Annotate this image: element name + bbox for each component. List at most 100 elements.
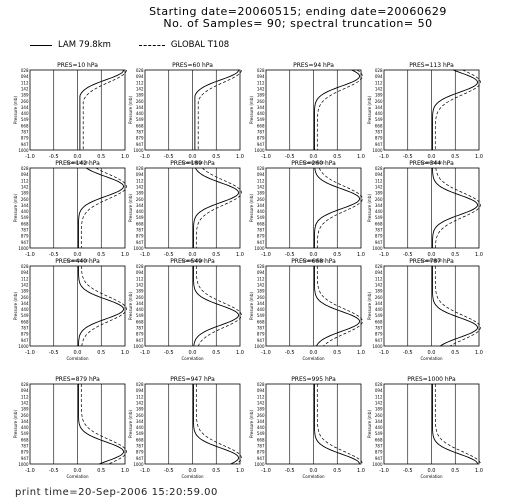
y-tick-label: 028 bbox=[257, 166, 265, 171]
x-axis-label: Correlation bbox=[420, 160, 443, 165]
y-tick-label: 142 bbox=[136, 184, 144, 189]
y-tick-label: 549 bbox=[257, 431, 265, 436]
panel-title: PRES=344 hPa bbox=[409, 160, 454, 167]
y-tick-label: 879 bbox=[136, 450, 144, 455]
y-tick-label: 112 bbox=[136, 178, 144, 183]
y-tick-label: 668 bbox=[21, 319, 29, 324]
series-lam-line bbox=[314, 266, 360, 347]
x-tick-label: -1.0 bbox=[140, 154, 150, 160]
y-axis-label: Pressure (mb) bbox=[13, 194, 18, 222]
y-tick-label: 947 bbox=[136, 142, 144, 147]
date-range-line: Starting date=20060515; ending date=2006… bbox=[149, 5, 447, 18]
y-tick-label: 549 bbox=[136, 215, 144, 220]
y-tick-label: 787 bbox=[257, 326, 265, 331]
x-axis-label: Correlation bbox=[66, 258, 89, 263]
y-tick-label: 440 bbox=[136, 425, 144, 430]
series-lam-line bbox=[193, 167, 239, 248]
x-tick-label: 0.5 bbox=[212, 252, 220, 258]
y-tick-label: 142 bbox=[136, 400, 144, 405]
y-tick-label: 028 bbox=[257, 68, 265, 73]
x-tick-label: 1.0 bbox=[357, 468, 365, 474]
panel-title: PRES=113 hPa bbox=[409, 62, 454, 69]
y-tick-label: 787 bbox=[375, 228, 383, 233]
y-tick-label: 142 bbox=[257, 86, 265, 91]
series-lam-line bbox=[432, 69, 479, 150]
x-tick-label: 0.5 bbox=[97, 252, 105, 258]
x-tick-label: -0.5 bbox=[285, 350, 295, 356]
x-axis-label: Correlation bbox=[181, 258, 204, 263]
x-tick-label: -1.0 bbox=[379, 350, 389, 356]
y-tick-label: 094 bbox=[21, 388, 29, 393]
x-tick-label: -1.0 bbox=[261, 252, 271, 258]
y-axis-label: Pressure (mb) bbox=[249, 292, 254, 320]
y-tick-label: 668 bbox=[136, 437, 144, 442]
x-tick-label: -1.0 bbox=[261, 468, 271, 474]
print-time: print time=20-Sep-2006 15:20:59.00 bbox=[15, 487, 218, 498]
y-tick-label: 094 bbox=[21, 270, 29, 275]
x-tick-label: 0.0 bbox=[310, 154, 318, 160]
series-global-line bbox=[80, 167, 127, 248]
y-tick-label: 549 bbox=[375, 215, 383, 220]
y-axis-label: Pressure (mb) bbox=[128, 194, 133, 222]
series-global-line bbox=[82, 69, 127, 150]
y-tick-label: 260 bbox=[375, 99, 383, 104]
x-tick-label: -1.0 bbox=[25, 252, 35, 258]
y-tick-label: 094 bbox=[257, 270, 265, 275]
y-tick-label: 142 bbox=[375, 400, 383, 405]
y-tick-label: 879 bbox=[21, 332, 29, 337]
y-tick-label: 668 bbox=[375, 221, 383, 226]
y-axis-label: Pressure (mb) bbox=[367, 194, 372, 222]
y-tick-label: 344 bbox=[375, 419, 383, 424]
series-lam-line bbox=[193, 384, 239, 465]
y-tick-label: 112 bbox=[136, 276, 144, 281]
y-tick-label: 668 bbox=[257, 437, 265, 442]
y-tick-label: 787 bbox=[257, 130, 265, 135]
y-tick-label: 344 bbox=[257, 105, 265, 110]
y-tick-label: 879 bbox=[136, 136, 144, 141]
y-tick-label: 189 bbox=[136, 191, 144, 196]
y-tick-label: 549 bbox=[21, 431, 29, 436]
y-axis-label: Pressure (mb) bbox=[367, 96, 372, 124]
x-axis-label: Correlation bbox=[66, 160, 89, 165]
y-tick-label: 189 bbox=[257, 289, 265, 294]
y-tick-label: 879 bbox=[21, 136, 29, 141]
y-tick-label: 440 bbox=[375, 209, 383, 214]
x-tick-label: 0.0 bbox=[74, 350, 82, 356]
y-tick-label: 344 bbox=[257, 301, 265, 306]
series-lam-line bbox=[314, 384, 361, 465]
x-tick-label: 0.5 bbox=[97, 154, 105, 160]
y-tick-label: 668 bbox=[257, 319, 265, 324]
y-tick-label: 112 bbox=[21, 80, 29, 85]
y-tick-label: 189 bbox=[375, 407, 383, 412]
x-tick-label: 0.0 bbox=[74, 468, 82, 474]
y-tick-label: 787 bbox=[136, 444, 144, 449]
y-tick-label: 260 bbox=[257, 99, 265, 104]
panel-title: PRES=1000 hPa bbox=[407, 376, 456, 383]
x-tick-label: -1.0 bbox=[140, 468, 150, 474]
x-tick-label: 1.0 bbox=[236, 350, 244, 356]
y-tick-label: 1000 bbox=[133, 462, 144, 467]
y-tick-label: 028 bbox=[21, 166, 29, 171]
panel-title: PRES=668 hPa bbox=[291, 258, 336, 265]
x-tick-label: -1.0 bbox=[261, 350, 271, 356]
y-tick-label: 668 bbox=[375, 123, 383, 128]
panel-title: PRES=94 hPa bbox=[293, 62, 334, 69]
y-tick-label: 947 bbox=[257, 142, 265, 147]
series-lam-line bbox=[432, 168, 478, 248]
y-tick-label: 1000 bbox=[254, 344, 265, 349]
y-tick-label: 787 bbox=[136, 228, 144, 233]
y-tick-label: 1000 bbox=[372, 246, 383, 251]
x-tick-label: 1.0 bbox=[236, 468, 244, 474]
y-tick-label: 668 bbox=[375, 437, 383, 442]
y-tick-label: 189 bbox=[21, 191, 29, 196]
x-tick-label: -1.0 bbox=[140, 252, 150, 258]
y-tick-label: 440 bbox=[257, 209, 265, 214]
y-tick-label: 440 bbox=[21, 111, 29, 116]
y-tick-label: 440 bbox=[375, 425, 383, 430]
y-tick-label: 1000 bbox=[18, 344, 29, 349]
y-axis-label: Pressure (mb) bbox=[13, 96, 18, 124]
y-tick-label: 344 bbox=[136, 105, 144, 110]
x-axis-label: Correlation bbox=[302, 258, 325, 263]
y-tick-label: 344 bbox=[375, 105, 383, 110]
y-tick-label: 094 bbox=[21, 172, 29, 177]
